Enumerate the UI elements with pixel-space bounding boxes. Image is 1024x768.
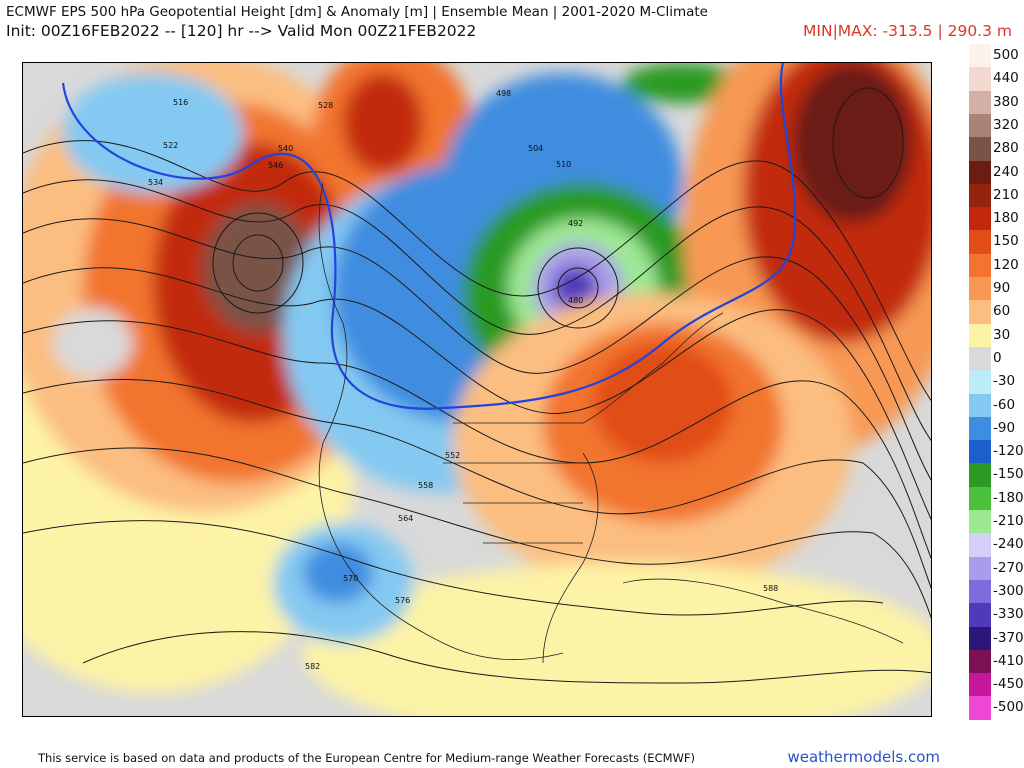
- colorbar-label: -240: [993, 536, 1024, 553]
- colorbar-swatch: [969, 556, 991, 581]
- colorbar-label: 440: [993, 70, 1019, 87]
- colorbar-label: 500: [993, 47, 1019, 63]
- anomaly-map-svg: 516 522 528 534 540 546 552 558 564 570 …: [23, 63, 931, 716]
- colorbar-swatch: [969, 673, 991, 697]
- colorbar-label: 120: [993, 256, 1019, 273]
- contour-label: 564: [398, 514, 413, 523]
- contour-label: 558: [418, 481, 433, 490]
- colorbar-label: -120: [993, 443, 1024, 460]
- minmax-readout: MIN|MAX: -313.5 | 290.3 m: [803, 22, 1012, 40]
- colorbar-label: -90: [993, 419, 1016, 436]
- anomaly-map: 516 522 528 534 540 546 552 558 564 570 …: [22, 62, 932, 717]
- colorbar-swatch: [969, 696, 991, 721]
- colorbar-swatch: [969, 137, 991, 161]
- colorbar-label: 150: [993, 233, 1019, 250]
- colorbar-label: -180: [993, 489, 1024, 506]
- map-title: ECMWF EPS 500 hPa Geopotential Height [d…: [6, 4, 708, 20]
- colorbar-label: 240: [993, 163, 1019, 180]
- contour-label: 480: [568, 296, 583, 305]
- colorbar-label: -500: [993, 699, 1024, 716]
- colorbar-label: -450: [993, 676, 1024, 693]
- contour-label: 504: [528, 144, 543, 153]
- colorbar-label: 0: [993, 349, 1002, 366]
- contour-label: 576: [395, 596, 410, 605]
- colorbar-label: -210: [993, 513, 1024, 529]
- colorbar-swatch: [969, 230, 991, 255]
- contour-label: 582: [305, 662, 320, 671]
- zero-anomaly-line: [61, 63, 797, 410]
- colorbar-swatch: [969, 90, 991, 115]
- colorbar-swatch: [969, 603, 991, 627]
- contour-label: 540: [278, 144, 293, 153]
- colorbar-label: -60: [993, 396, 1016, 413]
- colorbar-label: 380: [993, 93, 1019, 110]
- colorbar-label: -410: [993, 652, 1024, 669]
- colorbar-label: 60: [993, 303, 1011, 320]
- colorbar-swatch: [969, 277, 991, 301]
- map-subtitle: Init: 00Z16FEB2022 -- [120] hr --> Valid…: [6, 22, 477, 40]
- colorbar-label: 210: [993, 186, 1019, 203]
- colorbar-swatch: [969, 370, 991, 394]
- colorbar-swatch: [969, 67, 991, 92]
- colorbar-label: -300: [993, 582, 1024, 599]
- anomaly-fill: [23, 63, 931, 716]
- colorbar-swatch: [969, 323, 991, 348]
- colorbar-swatch: [969, 416, 991, 441]
- colorbar-swatch: [969, 533, 991, 558]
- site-link[interactable]: weathermodels.com: [787, 748, 940, 766]
- contour-label: 546: [268, 161, 283, 170]
- colorbar-label: 90: [993, 280, 1011, 296]
- contour-label: 570: [343, 574, 358, 583]
- colorbar-label: -370: [993, 629, 1024, 646]
- contour-label: 510: [556, 160, 571, 169]
- colorbar-swatch: [969, 113, 991, 138]
- colorbar-label: 280: [993, 140, 1019, 157]
- colorbar-swatch: [969, 253, 991, 278]
- colorbar-swatch: [969, 579, 991, 604]
- colorbar-label: 320: [993, 116, 1019, 133]
- colorbar-swatch: [969, 463, 991, 488]
- colorbar-swatch: [969, 183, 991, 208]
- colorbar-label: -330: [993, 606, 1024, 623]
- colorbar-swatch: [969, 207, 991, 231]
- colorbar-label: -150: [993, 466, 1024, 483]
- coastlines: [318, 182, 904, 664]
- contour-label: 588: [763, 584, 778, 593]
- colorbar-swatch: [969, 44, 991, 68]
- colorbar-swatch: [969, 300, 991, 325]
- colorbar-label: 180: [993, 210, 1019, 227]
- colorbar-swatch: [969, 346, 991, 371]
- colorbar-swatch: [969, 626, 991, 651]
- colorbar-swatch: [969, 393, 991, 418]
- contour-label: 534: [148, 178, 163, 187]
- colorbar-swatch: [969, 440, 991, 464]
- colorbar-label: -30: [993, 373, 1016, 390]
- contour-label: 522: [163, 141, 178, 150]
- contour-label: 498: [496, 89, 511, 98]
- contour-label: 492: [568, 219, 583, 228]
- contour-label: 552: [445, 451, 460, 460]
- colorbar-swatch: [969, 649, 991, 674]
- colorbar-swatch: [969, 510, 991, 534]
- colorbar-label: 30: [993, 326, 1011, 343]
- contour-label: 528: [318, 101, 333, 110]
- colorbar-label: -270: [993, 559, 1024, 576]
- contour-labels: 516 522 528 534 540 546 552 558 564 570 …: [148, 89, 778, 671]
- footer-credit: This service is based on data and produc…: [38, 751, 695, 765]
- colorbar-swatch: [969, 486, 991, 511]
- height-contours: [23, 87, 931, 684]
- contour-label: 516: [173, 98, 188, 107]
- colorbar-swatch: [969, 160, 991, 185]
